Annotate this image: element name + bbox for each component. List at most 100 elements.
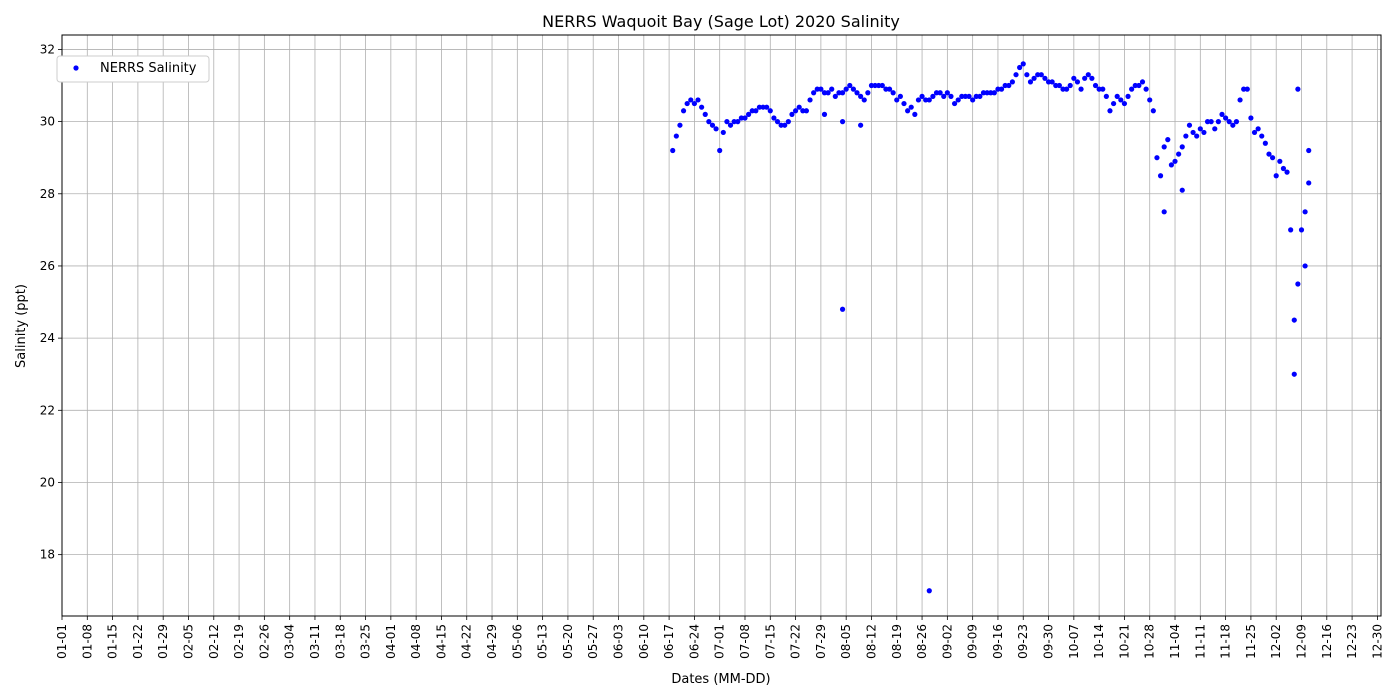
x-tick-label: 10-14 (1092, 624, 1106, 659)
data-point (1288, 227, 1294, 233)
data-point (782, 122, 788, 128)
data-point (995, 86, 1001, 92)
data-point (1157, 173, 1164, 179)
data-point (988, 90, 994, 96)
data-point (1064, 86, 1070, 92)
gridlines (61, 35, 1381, 616)
data-point (796, 104, 802, 110)
x-tick-label: 12-23 (1345, 624, 1359, 659)
data-point (1291, 371, 1297, 377)
x-tick-label: 10-28 (1143, 624, 1157, 659)
x-tick-label: 09-23 (1016, 624, 1030, 659)
data-point (977, 93, 983, 99)
data-point (702, 111, 708, 117)
data-point (785, 119, 791, 125)
data-point (1038, 72, 1044, 78)
data-point (1020, 61, 1026, 67)
x-tick-label: 03-04 (283, 624, 297, 659)
data-point (1103, 93, 1109, 99)
data-point (1121, 100, 1128, 107)
data-point (890, 90, 896, 96)
data-point (760, 104, 766, 110)
data-point (998, 86, 1005, 92)
x-tick-label: 02-26 (257, 624, 271, 659)
x-tick-label: 02-05 (181, 624, 195, 659)
data-point (1204, 119, 1211, 125)
legend-label: NERRS Salinity (100, 61, 197, 76)
data-point (836, 90, 842, 96)
data-point (926, 97, 932, 103)
data-point (1165, 137, 1171, 143)
data-point (720, 129, 726, 136)
data-point (966, 93, 972, 99)
x-tick-label: 11-18 (1219, 624, 1233, 659)
x-tick-label: 03-18 (333, 624, 347, 659)
data-point (1042, 75, 1048, 81)
x-tick-label: 07-08 (738, 624, 752, 659)
data-point (897, 93, 903, 99)
data-point (713, 126, 719, 132)
data-point (1096, 86, 1102, 92)
y-tick-label: 32 (40, 42, 55, 56)
series-nerrs-salinity (670, 61, 1312, 594)
x-tick-label: 03-25 (359, 624, 373, 659)
y-tick-label: 30 (40, 115, 55, 129)
x-tick-label: 08-12 (864, 624, 878, 659)
data-points (670, 61, 1312, 594)
data-point (1100, 86, 1106, 92)
data-point (1201, 129, 1207, 136)
x-tick-label: 12-02 (1269, 624, 1283, 659)
x-tick-label: 06-24 (687, 624, 701, 659)
x-tick-label: 01-15 (106, 624, 120, 659)
data-point (1248, 115, 1254, 121)
x-tick-label: 07-22 (789, 624, 803, 659)
data-point (735, 119, 741, 125)
data-point (1017, 64, 1023, 71)
data-point (1125, 93, 1131, 99)
data-point (926, 588, 932, 594)
x-tick-label: 09-02 (940, 624, 954, 659)
data-point (872, 82, 878, 89)
data-point (1045, 79, 1052, 85)
data-point (738, 115, 744, 121)
data-point (941, 93, 947, 99)
data-point (1132, 82, 1138, 89)
data-point (883, 86, 889, 92)
data-point (868, 82, 875, 89)
data-point (1284, 169, 1290, 175)
data-point (1085, 72, 1091, 78)
data-point (850, 86, 857, 92)
axis-ticks: 01-01 01-08 01-15 01-22 01-29 02-05 02-12 02-19… (40, 42, 1385, 658)
x-tick-label: 12-09 (1294, 624, 1308, 659)
x-tick-label: 06-03 (612, 624, 626, 659)
data-point (771, 115, 777, 121)
data-point (670, 147, 676, 154)
data-point (1118, 97, 1124, 103)
data-point (1107, 108, 1113, 114)
data-point (1186, 122, 1193, 128)
data-point (933, 90, 940, 96)
data-point (1114, 93, 1120, 99)
data-point (749, 108, 755, 114)
data-point (1251, 129, 1258, 136)
data-point (1237, 97, 1243, 103)
data-point (879, 82, 885, 89)
data-point (1089, 75, 1095, 81)
data-point (1082, 75, 1088, 81)
data-point (688, 97, 694, 103)
x-tick-label: 09-16 (991, 624, 1005, 659)
data-point (825, 90, 831, 96)
data-point (1110, 100, 1117, 107)
data-point (717, 147, 723, 154)
chart-title: NERRS Waquoit Bay (Sage Lot) 2020 Salini… (542, 12, 900, 31)
data-point (839, 119, 846, 125)
data-point (1208, 119, 1214, 125)
data-point (778, 122, 784, 128)
data-point (1298, 227, 1305, 233)
data-point (1136, 82, 1142, 89)
x-tick-label: 09-30 (1042, 624, 1056, 659)
data-point (1143, 86, 1149, 92)
data-point (1215, 119, 1221, 125)
x-tick-label: 11-11 (1193, 624, 1207, 659)
data-point (832, 93, 838, 99)
